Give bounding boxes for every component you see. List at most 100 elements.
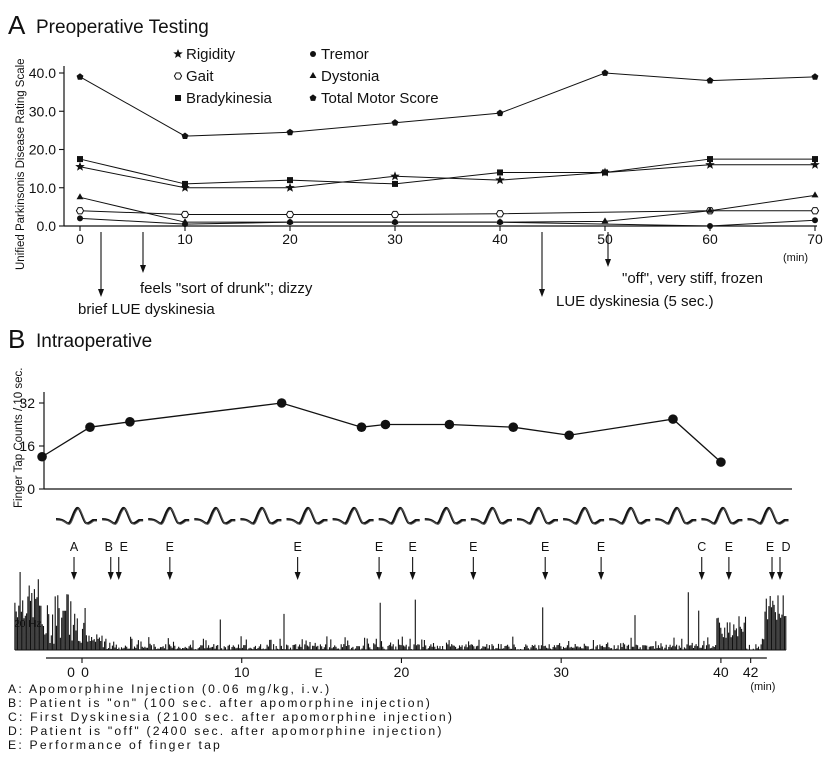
series-line-4 (79, 194, 816, 223)
waveform (516, 506, 558, 525)
tap-point (380, 419, 391, 430)
data-point (391, 218, 399, 225)
waveform (747, 506, 789, 525)
data-point (496, 218, 504, 225)
spike-waveforms (55, 506, 789, 525)
y-tick-label: 0.0 (37, 218, 57, 234)
legend-label: Gait (186, 68, 214, 85)
panel-b-ylabel: Finger Tap Counts / 10 sec. (13, 368, 25, 508)
waveform (563, 506, 605, 525)
event-label: B (105, 540, 113, 554)
event-label: E (469, 540, 477, 554)
data-point (811, 191, 819, 198)
tap-point (716, 457, 726, 467)
legend-marker (173, 49, 183, 59)
legend-label: Total Motor Score (321, 90, 439, 107)
data-point (285, 182, 295, 192)
event-arrow (777, 557, 783, 580)
event-arrow (725, 557, 732, 580)
event-arrow-head (115, 572, 122, 580)
event-label: E (766, 540, 774, 554)
event-arrow (376, 557, 383, 580)
waveform-trace (148, 508, 190, 525)
panel-b-letter: B (8, 324, 25, 354)
y-tick-label: 0 (27, 481, 35, 497)
event-arrow-head (166, 572, 173, 580)
event-marker-b: B (105, 540, 114, 580)
legend-item: Bradykinesia (175, 90, 273, 107)
data-point (705, 159, 715, 169)
waveform (655, 506, 697, 525)
data-point (287, 177, 293, 184)
waveform-trace (516, 508, 558, 525)
data-point (812, 217, 818, 224)
panel-a-ylabel: Unified Parkinsonis Disease Rating Scale (15, 58, 27, 270)
panel-a-legend: Rigidity Gait Bradykinesia Tremor Dystonia To… (173, 46, 439, 107)
x-tick-label: 0 (76, 231, 84, 247)
waveform-trace (332, 508, 374, 525)
waveform-trace (378, 508, 420, 525)
annotation-arrow (140, 232, 146, 273)
event-marker-d: D (777, 540, 791, 580)
event-arrow-head (376, 572, 383, 580)
waveform-trace (701, 508, 743, 525)
data-point (497, 169, 503, 176)
data-point (76, 193, 84, 200)
data-point (181, 132, 189, 140)
legend-label: Rigidity (186, 46, 236, 63)
waveform (194, 506, 236, 525)
event-marker-e: E (293, 540, 302, 580)
axis-tick-label: 20 (394, 664, 410, 680)
histogram-ylabel: 20 Hz (14, 618, 41, 630)
tap-point (564, 430, 574, 441)
event-legend-line: D: Patient is "off" (2400 sec. after apo… (8, 724, 444, 738)
x-tick-label: 50 (597, 231, 613, 247)
tap-point (508, 422, 519, 432)
legend-marker (309, 72, 317, 78)
data-point (286, 218, 294, 225)
waveform (148, 506, 190, 525)
data-point (182, 180, 188, 187)
event-arrow (71, 557, 78, 580)
waveform (286, 506, 328, 525)
event-marker-e: E (469, 540, 477, 580)
annotation-text: feels "sort of drunk"; dizzy (140, 280, 313, 297)
event-label: E (375, 540, 383, 554)
data-point (390, 171, 400, 181)
data-point (75, 161, 85, 171)
event-marker-c: C (697, 540, 706, 580)
y-tick-label: 32 (19, 395, 35, 411)
waveform-trace (240, 508, 282, 525)
waveform-trace (286, 508, 328, 525)
x-tick-label: 40 (492, 231, 508, 247)
data-point (602, 169, 608, 176)
data-point (391, 119, 399, 126)
annotation-text: brief LUE dyskinesia (78, 301, 215, 318)
axis-tick-label: 30 (553, 664, 569, 680)
axis-tick-label: 42 (743, 664, 759, 680)
panel-a-annotations: brief LUE dyskinesia feels "sort of drunk… (78, 232, 763, 318)
event-arrow-head (777, 572, 783, 580)
data-point (286, 128, 294, 136)
event-marker-e: E (541, 540, 549, 580)
x-axis-label: (min) (783, 252, 808, 264)
event-label: E (597, 540, 605, 554)
y-tick-label: 40.0 (29, 65, 56, 81)
waveform-trace (102, 508, 144, 525)
waveform (424, 506, 466, 525)
event-arrow-head (598, 572, 605, 580)
x-tick-label: 60 (702, 231, 718, 247)
event-marker-e: E (375, 540, 383, 580)
annotation-text: "off", very stiff, frozen (622, 270, 763, 287)
data-point (601, 217, 609, 224)
event-arrow-head (294, 572, 301, 580)
data-point (75, 207, 85, 215)
waveform-trace (55, 508, 97, 525)
series-line-0 (79, 164, 815, 189)
annotation-text: LUE dyskinesia (5 sec.) (556, 293, 714, 310)
waveform-trace (470, 508, 512, 525)
event-marker-e: E (408, 540, 417, 580)
x-tick-label: 70 (807, 231, 823, 247)
firing-histogram (14, 572, 787, 651)
event-label: E (408, 540, 416, 554)
